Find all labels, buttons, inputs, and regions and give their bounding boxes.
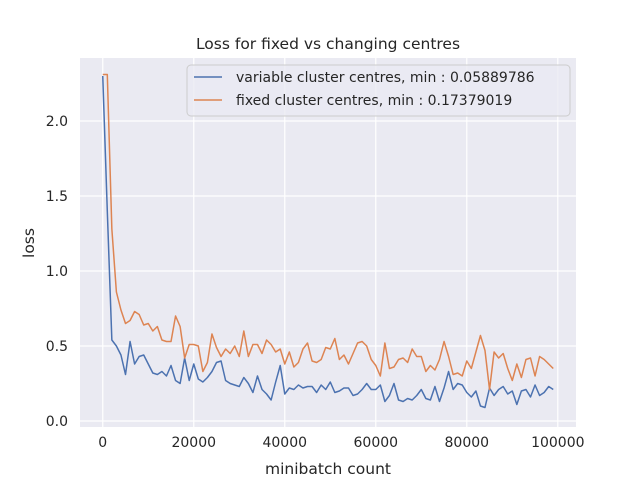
legend-label-fixed: fixed cluster centres, min : 0.17379019 <box>236 93 512 109</box>
x-tick-label: 20000 <box>171 435 216 451</box>
y-tick-label: 0.0 <box>46 414 68 430</box>
x-tick-labels: 0 20000 40000 60000 80000 100000 <box>98 435 584 451</box>
y-axis-label: loss <box>20 228 38 258</box>
y-tick-labels: 0.0 0.5 1.0 1.5 2.0 <box>46 114 68 430</box>
y-tick-label: 1.5 <box>46 189 68 205</box>
plot-area <box>80 58 576 427</box>
y-tick-label: 0.5 <box>46 339 68 355</box>
x-tick-label: 0 <box>98 435 107 451</box>
y-tick-label: 2.0 <box>46 114 68 130</box>
x-tick-label: 100000 <box>531 435 584 451</box>
y-tick-label: 1.0 <box>46 264 68 280</box>
x-tick-label: 80000 <box>445 435 490 451</box>
x-tick-label: 40000 <box>262 435 307 451</box>
series-line-variable <box>102 75 554 409</box>
x-tick-label: 60000 <box>354 435 399 451</box>
series-line-fixed <box>102 73 554 391</box>
x-axis-label: minibatch count <box>265 460 391 478</box>
chart-title: Loss for fixed vs changing centres <box>196 35 460 53</box>
legend-label-variable: variable cluster centres, min : 0.058897… <box>236 70 535 86</box>
legend-box <box>186 64 571 117</box>
grid-lines <box>80 58 576 427</box>
series-lines <box>102 73 554 409</box>
legend: variable cluster centres, min : 0.058897… <box>186 64 571 117</box>
